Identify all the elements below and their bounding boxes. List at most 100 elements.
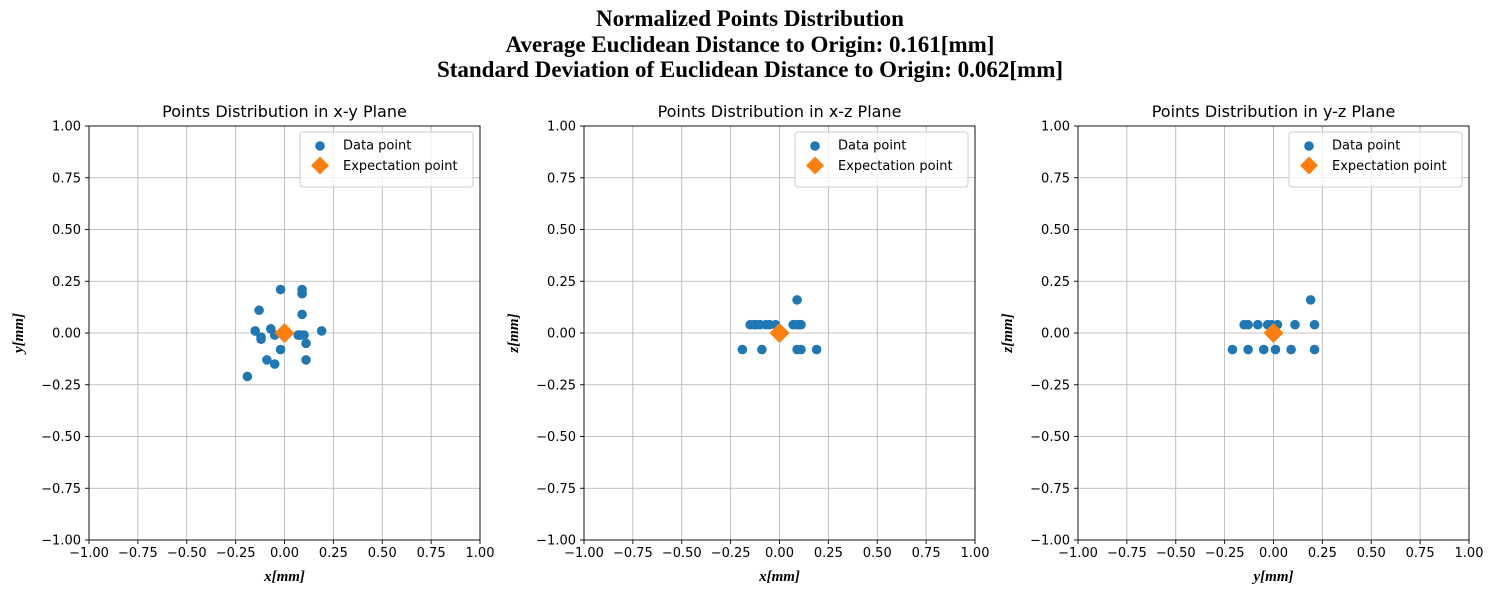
y-tick-label: −0.50	[1030, 430, 1070, 445]
x-tick-label: −0.50	[167, 546, 207, 561]
y-tick-label: 0.50	[52, 223, 81, 238]
legend-box	[794, 131, 969, 188]
data-point-marker	[1227, 344, 1238, 355]
data-point-marker	[297, 309, 307, 320]
y-tick-label: 1.00	[52, 120, 81, 135]
y-axis-label: z[mm]	[506, 313, 522, 353]
x-tick-label: −0.25	[711, 546, 751, 561]
data-point-marker	[269, 359, 280, 369]
y-tick-label: 0.75	[52, 171, 81, 186]
data-point-marker	[262, 355, 272, 365]
expectation-point-marker	[274, 323, 295, 343]
data-point-marker	[757, 344, 767, 355]
legend-label: Data point	[343, 139, 411, 154]
legend-label: Expectation point	[1332, 159, 1447, 174]
data-point-marker	[316, 326, 327, 336]
y-tick-label: −0.50	[536, 430, 576, 445]
data-point-marker	[256, 332, 266, 342]
data-point-marker	[254, 305, 264, 316]
data-point-marker	[275, 344, 286, 355]
x-tick-label: 0.50	[1357, 546, 1386, 561]
x-tick-label: −0.25	[216, 546, 256, 561]
legend-data-point-marker	[810, 141, 820, 151]
data-point-marker	[299, 330, 309, 340]
y-tick-label: 0.00	[547, 327, 576, 342]
data-point-marker	[250, 326, 260, 336]
y-tick-label: −0.25	[536, 378, 576, 393]
data-point-marker	[275, 284, 286, 295]
data-point-marker	[242, 371, 253, 382]
y-axis-label: y[mm]	[11, 313, 27, 355]
y-tick-label: 0.25	[547, 275, 576, 290]
x-tick-label: 0.25	[1308, 546, 1337, 561]
chart-panel: −1.00−1.00 −0.75 −0.75 −0.50 −0.50 −0.25 −0.25…	[1000, 102, 1483, 585]
legend-expectation-point-marker	[311, 156, 329, 175]
expectation-point-marker	[769, 323, 790, 343]
legend-expectation-point-marker	[1300, 156, 1318, 175]
x-tick-label: 1.00	[466, 546, 495, 561]
x-axis-label: x[mm]	[263, 569, 305, 585]
x-tick-label: 0.50	[368, 546, 397, 561]
x-axis-label: x[mm]	[758, 569, 800, 585]
y-tick-label: −1.00	[41, 534, 81, 549]
data-point-marker	[811, 344, 822, 355]
y-tick-label: −0.25	[1030, 378, 1070, 393]
legend-box	[1288, 131, 1463, 188]
y-tick-label: −1.00	[1030, 534, 1070, 549]
x-tick-label: 0.00	[270, 546, 299, 561]
x-tick-label: −0.75	[118, 546, 158, 561]
figure-title-line: Standard Deviation of Euclidean Distance…	[436, 57, 1064, 82]
x-tick-label: −0.25	[1205, 546, 1245, 561]
y-tick-label: 1.00	[547, 120, 576, 135]
x-tick-label: 1.00	[1455, 546, 1484, 561]
y-tick-label: −0.75	[1030, 482, 1070, 497]
legend-box	[299, 131, 474, 188]
x-tick-label: 0.75	[417, 546, 446, 561]
y-tick-label: 0.00	[1041, 327, 1070, 342]
x-tick-label: −0.50	[1156, 546, 1196, 561]
y-tick-label: −0.50	[41, 430, 81, 445]
legend-expectation-point-marker	[806, 156, 824, 175]
figure-title: Normalized Points Distribution Average E…	[0, 6, 1500, 83]
figure-title-line: Average Euclidean Distance to Origin: 0.…	[505, 31, 995, 57]
legend-label: Data point	[838, 139, 906, 154]
legend-label: Data point	[1332, 139, 1400, 154]
y-tick-label: 0.75	[1041, 171, 1070, 186]
data-point-marker	[1305, 295, 1316, 305]
data-point-marker	[1309, 319, 1320, 330]
data-point-marker	[301, 355, 311, 365]
data-point-marker	[301, 338, 311, 349]
y-tick-label: 0.50	[547, 223, 576, 238]
chart-title: Points Distribution in y-z Plane	[1152, 102, 1396, 121]
legend-data-point-marker	[1304, 141, 1314, 151]
x-tick-label: 0.25	[814, 546, 843, 561]
x-tick-label: 0.00	[765, 546, 794, 561]
chart-title: Points Distribution in x-z Plane	[658, 102, 902, 121]
legend-label: Expectation point	[838, 159, 953, 174]
legend: Data point Expectation point	[299, 131, 474, 188]
data-point-marker	[796, 319, 806, 330]
legend-label: Expectation point	[343, 159, 458, 174]
data-point-marker	[1253, 319, 1263, 330]
expectation-point-marker	[1263, 323, 1284, 343]
x-axis-label: y[mm]	[1252, 569, 1294, 585]
data-point-marker	[1309, 344, 1320, 355]
x-tick-label: 0.75	[912, 546, 941, 561]
chart-panel: −1.00−1.00 −0.75 −0.75 −0.50 −0.50 −0.25 −0.25…	[506, 102, 989, 585]
y-tick-label: 1.00	[1041, 120, 1070, 135]
data-point-marker	[1243, 344, 1253, 355]
x-tick-label: −0.50	[662, 546, 702, 561]
y-tick-label: 0.00	[52, 327, 81, 342]
legend: Data point Expectation point	[1288, 131, 1463, 188]
chart-title: Points Distribution in x-y Plane	[162, 102, 407, 121]
y-axis-label: z[mm]	[1000, 313, 1016, 353]
data-point-marker	[1270, 344, 1281, 355]
data-point-marker	[297, 284, 307, 295]
legend-data-point-marker	[315, 141, 325, 151]
y-tick-label: 0.75	[547, 171, 576, 186]
x-tick-label: −1.00	[564, 546, 604, 561]
y-tick-label: 0.50	[1041, 223, 1070, 238]
x-tick-label: 0.75	[1406, 546, 1435, 561]
y-tick-label: −0.75	[41, 482, 81, 497]
